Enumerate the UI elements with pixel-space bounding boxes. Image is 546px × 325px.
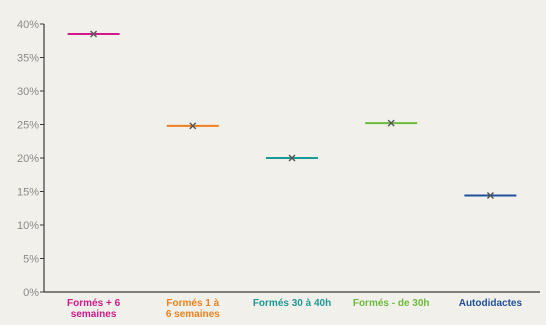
x-category-label: Autodidactes	[459, 298, 523, 309]
y-tick-label: 25%	[17, 120, 39, 132]
series	[68, 31, 517, 198]
y-tick-label: 30%	[17, 86, 39, 98]
x-category-label: Formés 30 à 40h	[253, 298, 331, 309]
x-category-label: Formés + 6 semaines	[67, 298, 121, 320]
y-tick-label: 20%	[17, 153, 39, 165]
y-tick-label: 35%	[17, 53, 39, 65]
y-tick-label: 5%	[23, 254, 39, 266]
y-tick-label: 10%	[17, 220, 39, 232]
y-tick-label: 40%	[17, 19, 39, 31]
y-axis: 0% 5% 10% 15% 20% 25% 30% 35% 40%	[17, 19, 44, 299]
x-category-label: Formés - de 30h	[353, 298, 430, 309]
y-tick-label: 15%	[17, 187, 39, 199]
y-tick-label: 0%	[23, 287, 39, 299]
